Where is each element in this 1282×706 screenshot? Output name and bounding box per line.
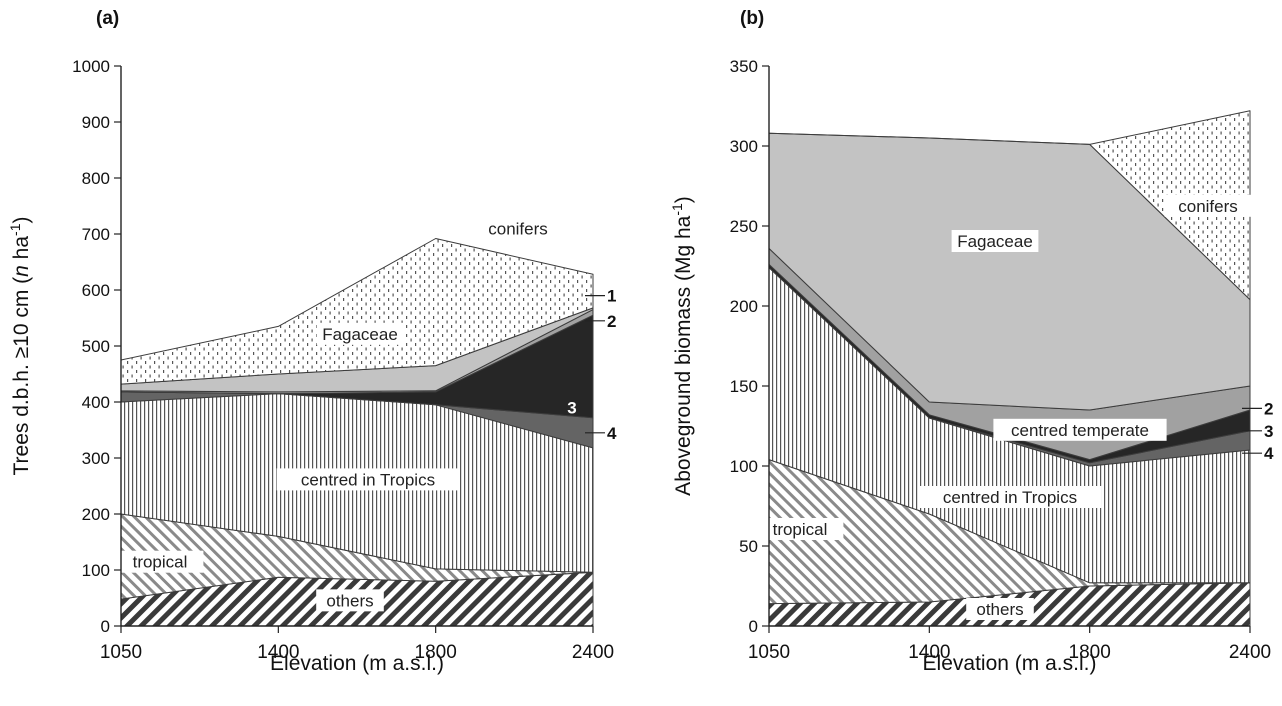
y-tick-label: 250 bbox=[730, 217, 758, 236]
band-label-bg bbox=[276, 468, 460, 491]
band-label-others: others bbox=[326, 591, 373, 610]
y-tick-label: 200 bbox=[82, 505, 110, 524]
band-label-bg bbox=[116, 550, 204, 573]
callout-4: 4 bbox=[607, 424, 617, 443]
band-label-conifers: conifers bbox=[488, 220, 548, 239]
y-tick-label: 400 bbox=[82, 393, 110, 412]
band-label-conifers: conifers bbox=[1178, 197, 1238, 216]
y-tick-label: 150 bbox=[730, 377, 758, 396]
band-label-bg bbox=[951, 230, 1039, 252]
x-tick-label: 1050 bbox=[100, 642, 142, 663]
band-label-bg bbox=[756, 518, 844, 540]
y-tick-label: 100 bbox=[82, 561, 110, 580]
band-label-tropical: tropical bbox=[773, 520, 828, 539]
band-label-centred-in-tropics: centred in Tropics bbox=[943, 488, 1077, 507]
y-tick-label: 500 bbox=[82, 337, 110, 356]
callout-4: 4 bbox=[1264, 444, 1274, 463]
band-label-bg bbox=[993, 418, 1167, 441]
band-label-bg bbox=[316, 589, 384, 612]
y-tick-label: 200 bbox=[730, 297, 758, 316]
band-label-centred-in-tropics: centred in Tropics bbox=[301, 470, 435, 489]
panel-label: (b) bbox=[740, 8, 764, 29]
y-tick-label: 300 bbox=[730, 137, 758, 156]
band-label-tropical: tropical bbox=[133, 553, 188, 572]
y-axis-title: Trees d.b.h. ≥10 cm (n ha-1) bbox=[7, 217, 33, 476]
panel-label: (a) bbox=[96, 8, 119, 29]
band-label-bg bbox=[474, 217, 562, 240]
y-tick-label: 0 bbox=[101, 617, 110, 636]
x-tick-label: 1400 bbox=[908, 642, 950, 663]
y-tick-label: 100 bbox=[730, 457, 758, 476]
band-label-centred-temperate: centred temperate bbox=[1011, 421, 1149, 440]
band-label-bg bbox=[966, 598, 1034, 620]
y-tick-label: 800 bbox=[82, 169, 110, 188]
area-conifers bbox=[120, 238, 594, 385]
y-tick-label: 1000 bbox=[72, 57, 110, 76]
x-tick-label: 1800 bbox=[415, 642, 457, 663]
x-tick-label: 1400 bbox=[257, 642, 299, 663]
band-label-bg bbox=[918, 486, 1102, 508]
band-label-others: others bbox=[976, 600, 1023, 619]
x-axis-title: Elevation (m a.s.l.) bbox=[270, 652, 444, 675]
band-label-fagaceae: Fagaceae bbox=[322, 325, 398, 344]
y-tick-label: 50 bbox=[739, 537, 758, 556]
callout-3: 3 bbox=[1264, 422, 1273, 441]
y-tick-label: 900 bbox=[82, 113, 110, 132]
band-label-bg bbox=[316, 322, 404, 345]
callout-2: 2 bbox=[607, 312, 616, 331]
x-tick-label: 2400 bbox=[572, 642, 614, 663]
x-tick-label: 2400 bbox=[1229, 642, 1271, 663]
x-axis-title: Elevation (m a.s.l.) bbox=[923, 652, 1097, 675]
callout-2: 2 bbox=[1264, 399, 1273, 418]
x-tick-label: 1800 bbox=[1069, 642, 1111, 663]
y-tick-label: 600 bbox=[82, 281, 110, 300]
y-axis-title: Aboveground biomass (Mg ha-1) bbox=[669, 196, 695, 496]
callout-1: 1 bbox=[607, 287, 616, 306]
panel-a: others tropical centred in Tropics 3 Fagacea… bbox=[7, 8, 617, 675]
panel-b: others tropical centred in Tropics centred … bbox=[669, 8, 1274, 675]
band-label-3: 3 bbox=[567, 399, 576, 418]
band-label-bg bbox=[1164, 194, 1252, 217]
y-tick-label: 700 bbox=[82, 225, 110, 244]
y-tick-label: 0 bbox=[749, 617, 758, 636]
band-label-fagaceae: Fagaceae bbox=[957, 232, 1033, 251]
y-tick-label: 350 bbox=[730, 57, 758, 76]
x-tick-label: 1050 bbox=[748, 642, 790, 663]
y-tick-label: 300 bbox=[82, 449, 110, 468]
